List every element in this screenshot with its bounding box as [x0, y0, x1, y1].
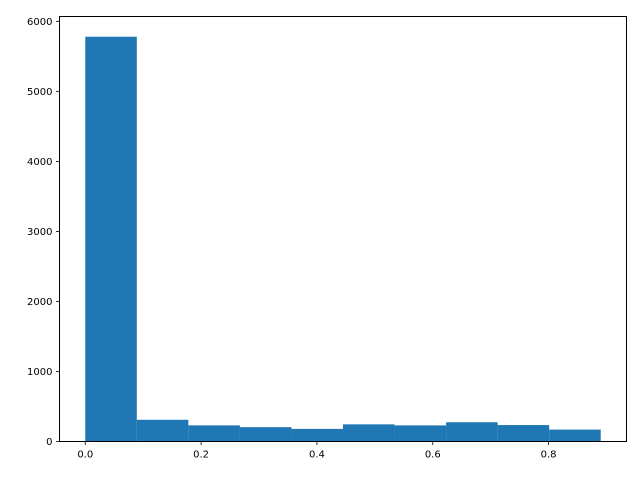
x-tick-label: 0.4	[309, 450, 325, 461]
x-axis: 0.0 0.2 0.4 0.6 0.8	[77, 441, 557, 461]
x-tick-label: 0.8	[541, 450, 557, 461]
y-tick-label: 2000	[27, 297, 52, 308]
x-tick-label: 0.6	[425, 450, 441, 461]
y-tick-label: 1000	[27, 367, 52, 378]
y-tick-label: 6000	[27, 17, 52, 28]
y-tick-label: 5000	[27, 87, 52, 98]
histogram-bar	[85, 36, 137, 442]
histogram-bar	[188, 425, 240, 442]
y-tick-label: 4000	[27, 157, 52, 168]
histogram-bar	[343, 424, 395, 442]
histogram-bar	[549, 429, 601, 442]
plot-frame	[59, 16, 627, 442]
y-tick-label: 3000	[27, 227, 52, 238]
histogram-bar	[497, 425, 550, 442]
histogram-bar	[446, 422, 498, 442]
y-axis: 0 1000 2000 3000 4000 5000 6000	[27, 17, 60, 448]
y-tick-label: 0	[46, 437, 52, 448]
x-tick-label: 0.0	[77, 450, 93, 461]
histogram-bar	[291, 428, 343, 442]
histogram-bar	[239, 427, 292, 442]
bars-group	[85, 36, 601, 442]
histogram-bar	[136, 419, 189, 442]
histogram-bar	[394, 425, 447, 442]
x-tick-label: 0.2	[193, 450, 209, 461]
